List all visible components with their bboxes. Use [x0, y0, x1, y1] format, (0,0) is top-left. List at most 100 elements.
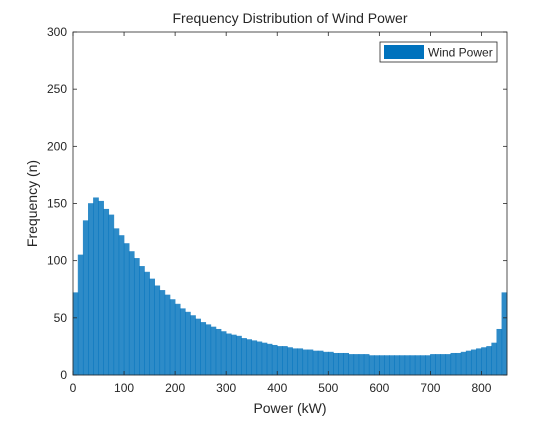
bar-695: [425, 355, 431, 376]
bar-675: [414, 355, 421, 376]
bar-765: [460, 351, 467, 376]
bar-605: [379, 355, 385, 376]
bar-835: [496, 328, 503, 376]
bar-665: [409, 355, 416, 376]
bar-445: [297, 348, 304, 376]
bar-265: [205, 324, 212, 376]
bar-475: [312, 350, 319, 376]
bar-145: [144, 271, 150, 376]
bar-385: [266, 343, 273, 376]
bar-775: [465, 350, 472, 376]
legend: Wind Power: [379, 41, 498, 63]
x-ticks-group: 0 100 200 300 400 500 600 700 800: [70, 32, 492, 395]
y-ticks-group: 0 50 100 150 200 250 300: [47, 25, 507, 382]
bar-725: [440, 354, 447, 376]
bar-5: [72, 292, 79, 376]
bar-165: [154, 285, 161, 376]
bar-625: [389, 355, 395, 376]
y-axis-label: Frequency (n): [24, 160, 40, 247]
bar-615: [384, 355, 390, 376]
bar-185: [164, 294, 171, 376]
bar-795: [476, 348, 482, 376]
legend-entry-wind-power: Wind Power: [428, 46, 493, 60]
bar-425: [287, 347, 293, 376]
bar-315: [230, 334, 237, 376]
bar-105: [123, 243, 130, 376]
bar-755: [455, 352, 462, 376]
bar-235: [190, 315, 196, 376]
bar-555: [353, 354, 360, 376]
bar-45: [93, 197, 99, 376]
bar-285: [215, 328, 222, 376]
bar-575: [363, 354, 370, 376]
bar-85: [113, 228, 120, 376]
bar-845: [501, 292, 508, 376]
bar-495: [322, 351, 329, 376]
bar-515: [333, 352, 339, 376]
bar-535: [343, 352, 350, 376]
x-tick-label: 700: [420, 381, 440, 395]
bar-205: [174, 303, 181, 376]
bar-95: [118, 235, 125, 376]
bar-215: [179, 308, 186, 376]
x-tick-label: 800: [471, 381, 491, 395]
x-tick-label: 400: [267, 381, 287, 395]
bar-465: [307, 349, 314, 376]
bar-805: [481, 347, 487, 376]
y-tick-label: 250: [47, 82, 67, 96]
bar-825: [491, 342, 498, 376]
bar-295: [220, 331, 227, 376]
bar-685: [419, 355, 426, 376]
bar-255: [200, 322, 207, 376]
bar-365: [256, 341, 263, 376]
bar-195: [169, 299, 176, 376]
bar-715: [435, 354, 441, 376]
x-tick-label: 100: [114, 381, 134, 395]
bar-65: [103, 208, 110, 376]
chart-title: Frequency Distribution of Wind Power: [173, 10, 408, 26]
bar-15: [77, 254, 84, 376]
bar-155: [149, 278, 155, 376]
y-tick-label: 150: [47, 197, 67, 211]
x-tick-label: 300: [216, 381, 236, 395]
bar-55: [98, 200, 104, 376]
legend-swatch: [384, 45, 424, 59]
y-tick-label: 200: [47, 139, 67, 153]
bar-745: [450, 352, 457, 376]
bar-245: [195, 318, 201, 376]
x-tick-label: 200: [165, 381, 185, 395]
bar-355: [251, 340, 258, 376]
bar-705: [430, 354, 436, 376]
bar-75: [108, 214, 115, 376]
y-tick-label: 0: [60, 368, 67, 382]
bar-35: [88, 203, 94, 376]
bar-225: [185, 311, 191, 376]
bar-455: [302, 349, 309, 376]
bar-325: [236, 335, 242, 376]
bar-305: [225, 333, 232, 376]
bar-815: [486, 346, 492, 376]
bar-785: [470, 349, 477, 376]
bar-565: [358, 354, 365, 376]
bar-415: [282, 346, 288, 376]
bar-25: [82, 220, 89, 376]
bar-275: [210, 326, 217, 376]
bar-635: [394, 355, 401, 376]
x-tick-label: 600: [369, 381, 389, 395]
y-tick-label: 300: [47, 25, 67, 39]
x-axis-label: Power (kW): [253, 400, 326, 416]
y-tick-label: 100: [47, 254, 67, 268]
bar-435: [292, 348, 298, 376]
bar-395: [271, 344, 278, 376]
bar-655: [404, 355, 411, 376]
bar-585: [368, 355, 375, 376]
bar-405: [276, 346, 283, 376]
bar-505: [327, 351, 334, 376]
bar-345: [246, 339, 253, 376]
bar-375: [261, 342, 268, 376]
bar-545: [348, 354, 355, 376]
bar-735: [445, 354, 452, 376]
bar-175: [159, 290, 166, 376]
